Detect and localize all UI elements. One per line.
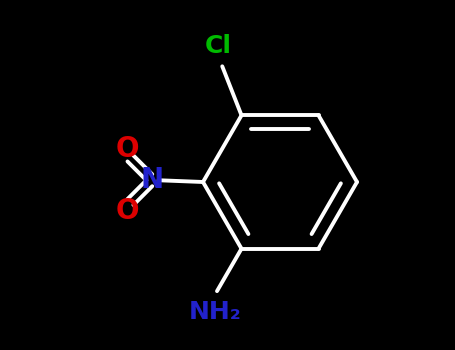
Text: O: O <box>116 197 139 225</box>
Text: N: N <box>141 166 164 194</box>
Text: Cl: Cl <box>205 34 232 57</box>
Text: O: O <box>116 135 139 163</box>
Text: NH₂: NH₂ <box>189 300 242 324</box>
